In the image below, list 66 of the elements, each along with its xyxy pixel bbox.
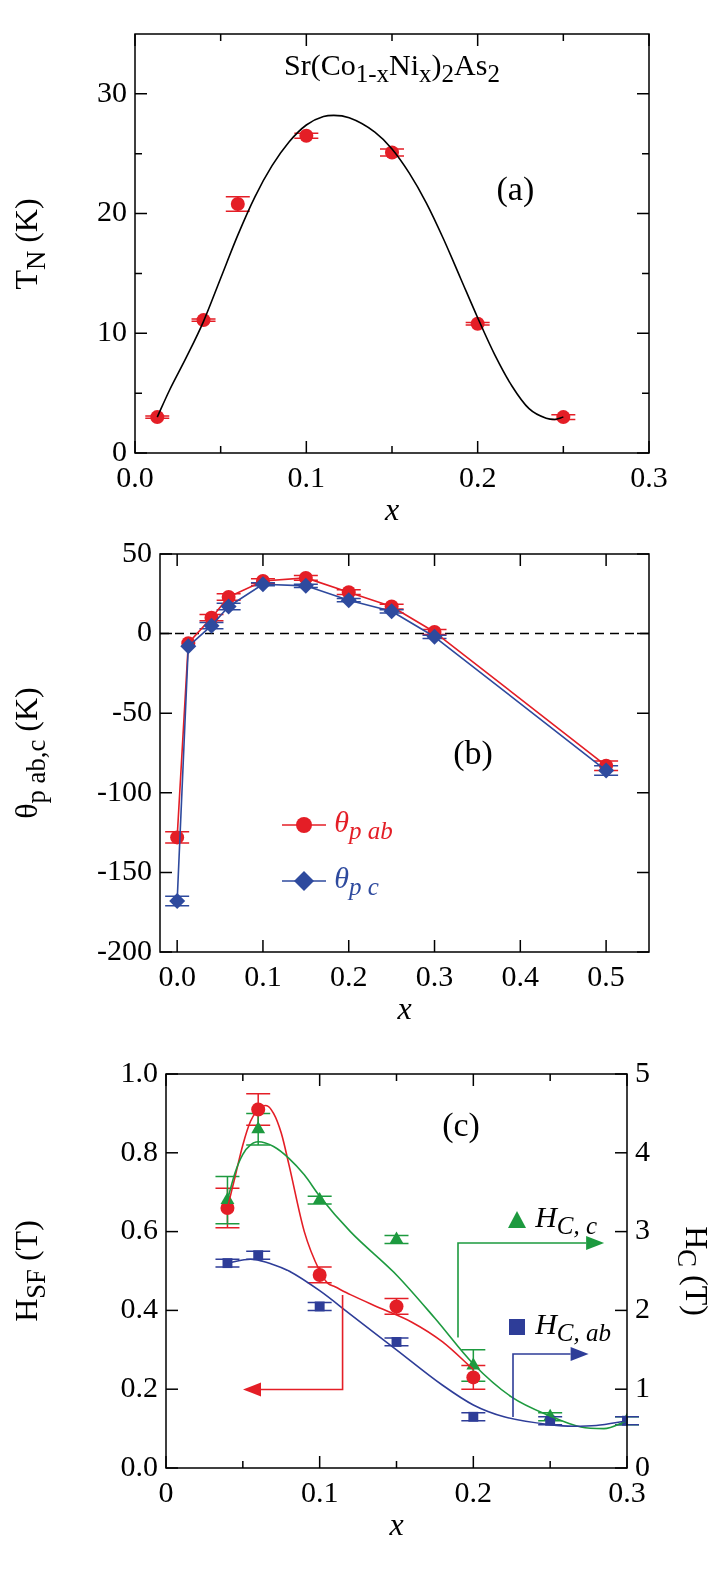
- y-tick-label: -150: [97, 853, 152, 887]
- y-tick-label: 0.2: [120, 1370, 158, 1404]
- y2-tick-label: 0: [635, 1448, 650, 1482]
- y-tick-label: 0.6: [120, 1212, 158, 1246]
- y2-tick-label: 1: [635, 1370, 650, 1404]
- x-tick-label: 0.1: [287, 459, 326, 493]
- y-tick-label: 20: [97, 194, 127, 228]
- legend-label: H$_{C, ab}$: [535, 1307, 611, 1348]
- point: [598, 762, 615, 779]
- point: [297, 577, 314, 594]
- point: [389, 1299, 404, 1314]
- y2-tick-label: 2: [635, 1291, 650, 1325]
- point: [180, 638, 197, 655]
- y-tick-label: -100: [97, 773, 152, 807]
- y-tick-label: -50: [112, 694, 152, 728]
- point: [468, 1411, 479, 1422]
- annotation: (a): [496, 170, 535, 209]
- x-axis-title: x: [389, 1506, 404, 1543]
- y2-tick-label: 3: [635, 1212, 650, 1246]
- y-tick-label: 10: [97, 314, 127, 348]
- text: Sr(Co$_{1-x}$Ni$_{x}$)$_{2}$As$_{2}$: [284, 48, 500, 88]
- y-tick-label: 0.0: [120, 1448, 158, 1482]
- x-tick-label: 0.2: [458, 459, 497, 493]
- y2-tick-label: 5: [635, 1054, 650, 1088]
- x-tick-label: 0.3: [415, 958, 454, 992]
- legend-label: θ$_{p ab}$: [334, 804, 393, 845]
- point: [466, 1370, 481, 1385]
- point: [251, 1121, 266, 1134]
- point: [253, 1250, 264, 1261]
- y-tick-label: 30: [97, 74, 127, 108]
- point: [340, 592, 357, 609]
- point: [203, 617, 220, 634]
- point: [314, 1301, 325, 1312]
- x-axis-title: x: [384, 491, 400, 528]
- y-tick-label: 0: [112, 433, 127, 467]
- x-tick-label: 0.1: [244, 958, 282, 992]
- x-axis-title: x: [397, 990, 412, 1027]
- x-tick-label: 0.2: [454, 1474, 493, 1508]
- point: [299, 128, 314, 143]
- point: [150, 410, 165, 425]
- x-tick-label: 0.4: [501, 958, 540, 992]
- y-tick-label: 0.8: [120, 1133, 158, 1167]
- point: [391, 1336, 402, 1347]
- annotation: (c): [442, 1106, 480, 1145]
- y-tick-label: 50: [122, 534, 152, 568]
- point: [254, 576, 271, 593]
- x-tick-label: 0.3: [630, 459, 668, 493]
- x-tick-label: 0.0: [158, 958, 196, 992]
- point: [383, 603, 400, 620]
- point: [556, 410, 571, 425]
- point: [230, 196, 245, 211]
- annotation: (b): [453, 734, 493, 772]
- point: [426, 628, 443, 645]
- point: [220, 598, 237, 615]
- x-tick-label: 0.2: [329, 958, 368, 992]
- legend-label: θ$_{p c}$: [334, 860, 379, 901]
- y2-tick-label: 4: [635, 1133, 650, 1167]
- point: [169, 893, 186, 910]
- y-tick-label: 0.4: [120, 1291, 158, 1325]
- y-tick-label: -200: [97, 932, 152, 966]
- y-tick-label: 1.0: [120, 1054, 158, 1088]
- point: [389, 1231, 404, 1244]
- x-tick-label: 0.5: [587, 958, 625, 992]
- x-tick-label: 0.1: [300, 1474, 339, 1508]
- legend-label: H$_{C, c}$: [535, 1200, 598, 1241]
- y-tick-label: 0: [137, 614, 152, 648]
